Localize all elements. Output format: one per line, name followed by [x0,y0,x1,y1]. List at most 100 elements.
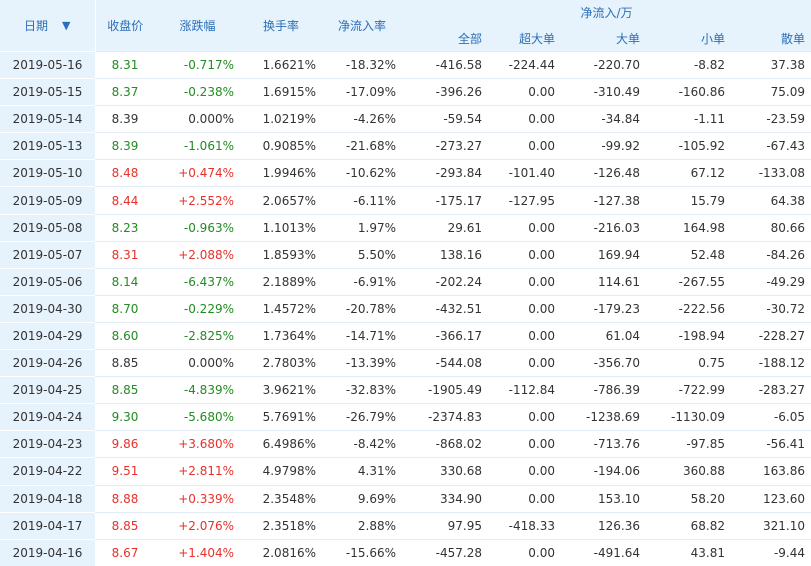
cell-xl: 0.00 [488,538,561,566]
cell-change: -2.825% [155,321,240,350]
cell-retail: 163.86 [731,457,811,485]
cell-xl: 0.00 [488,403,561,431]
cell-date: 2019-04-30 [0,294,95,323]
cell-retail: 75.09 [731,78,811,106]
cell-xl: 0.00 [488,267,561,296]
cell-all: -293.84 [402,159,488,187]
header-xl[interactable]: 超大单 [488,25,561,52]
cell-small: 164.98 [646,213,731,242]
table-row: 2019-05-14 8.39 0.000% 1.0219% -4.26% -59.54 0… [0,105,811,133]
cell-small: -267.55 [646,267,731,296]
header-retail[interactable]: 散单 [731,25,811,52]
cell-small: -198.94 [646,321,731,350]
header-small[interactable]: 小单 [646,25,731,52]
cell-xl: 0.00 [488,105,561,133]
header-large[interactable]: 大单 [561,25,646,52]
cell-close: 8.88 [95,484,155,513]
cell-netflow-rate: -13.39% [322,349,402,377]
cell-xl: 0.00 [488,240,561,269]
cell-close: 9.30 [95,403,155,431]
cell-small: 52.48 [646,240,731,269]
header-turnover[interactable]: 换手率 [240,0,322,52]
cell-large: -34.84 [561,105,646,133]
table-row: 2019-04-24 9.30 -5.680% 5.7691% -26.79% -2374… [0,403,811,431]
table-row: 2019-05-16 8.31 -0.717% 1.6621% -18.32% -416.… [0,50,811,79]
cell-turnover: 6.4986% [240,430,322,458]
cell-all: -432.51 [402,294,488,323]
cell-retail: -133.08 [731,159,811,187]
cell-retail: 64.38 [731,186,811,215]
cell-close: 9.86 [95,430,155,458]
cell-turnover: 1.9946% [240,159,322,187]
cell-change: -0.963% [155,213,240,242]
cell-change: +2.552% [155,186,240,215]
cell-turnover: 1.0219% [240,105,322,133]
header-close[interactable]: 收盘价 [95,0,155,52]
header-change[interactable]: 涨跌幅 [155,0,240,52]
cell-netflow-rate: -6.91% [322,267,402,296]
cell-retail: -188.12 [731,349,811,377]
cell-date: 2019-04-24 [0,403,95,431]
cell-retail: -67.43 [731,132,811,160]
cell-xl: -224.44 [488,50,561,79]
cell-retail: -56.41 [731,430,811,458]
cell-change: -4.839% [155,376,240,404]
cell-close: 8.70 [95,294,155,323]
cell-turnover: 2.1889% [240,267,322,296]
table-row: 2019-05-13 8.39 -1.061% 0.9085% -21.68% -273.… [0,132,811,160]
cell-turnover: 2.3518% [240,511,322,540]
arrow-down-icon[interactable]: ▼ [62,19,71,32]
cell-turnover: 1.1013% [240,213,322,242]
cell-large: -126.48 [561,159,646,187]
cell-change: -1.061% [155,132,240,160]
cell-date: 2019-05-16 [0,50,95,79]
cell-xl: 0.00 [488,484,561,513]
cell-small: -1.11 [646,105,731,133]
cell-small: -1130.09 [646,403,731,431]
table-row: 2019-04-26 8.85 0.000% 2.7803% -13.39% -544.0… [0,349,811,377]
cell-close: 8.60 [95,321,155,350]
table-row: 2019-04-25 8.85 -4.839% 3.9621% -32.83% -1905… [0,376,811,404]
cell-small: 58.20 [646,484,731,513]
cell-small: -222.56 [646,294,731,323]
cell-netflow-rate: -8.42% [322,430,402,458]
cell-date: 2019-04-16 [0,538,95,566]
cell-xl: -112.84 [488,376,561,404]
cell-all: 138.16 [402,240,488,269]
cell-all: -273.27 [402,132,488,160]
cell-change: +0.474% [155,159,240,187]
cell-netflow-rate: 2.88% [322,511,402,540]
cell-small: 43.81 [646,538,731,566]
cell-all: -366.17 [402,321,488,350]
cell-change: 0.000% [155,349,240,377]
cell-all: 97.95 [402,511,488,540]
cell-date: 2019-05-09 [0,186,95,215]
cell-large: -491.64 [561,538,646,566]
cell-xl: 0.00 [488,213,561,242]
table-row: 2019-04-16 8.67 +1.404% 2.0816% -15.66% -457.… [0,538,811,566]
cell-xl: 0.00 [488,349,561,377]
cell-xl: -127.95 [488,186,561,215]
cell-all: -175.17 [402,186,488,215]
cell-retail: -228.27 [731,321,811,350]
cell-small: 0.75 [646,349,731,377]
cell-netflow-rate: -26.79% [322,403,402,431]
cell-small: 68.82 [646,511,731,540]
cell-all: 334.90 [402,484,488,513]
cell-turnover: 2.0816% [240,538,322,566]
cell-small: -8.82 [646,50,731,79]
table-row: 2019-05-07 8.31 +2.088% 1.8593% 5.50% 138.16 0… [0,240,811,269]
header-all[interactable]: 全部 [402,25,488,52]
cell-retail: -23.59 [731,105,811,133]
cell-small: 67.12 [646,159,731,187]
cell-xl: 0.00 [488,457,561,485]
header-netflow-rate[interactable]: 净流入率 [322,0,402,52]
header-date[interactable]: 日期 ▼ [0,0,96,52]
cell-turnover: 5.7691% [240,403,322,431]
cell-retail: 321.10 [731,511,811,540]
cell-netflow-rate: -14.71% [322,321,402,350]
cell-all: -202.24 [402,267,488,296]
cell-large: -127.38 [561,186,646,215]
cell-all: -59.54 [402,105,488,133]
